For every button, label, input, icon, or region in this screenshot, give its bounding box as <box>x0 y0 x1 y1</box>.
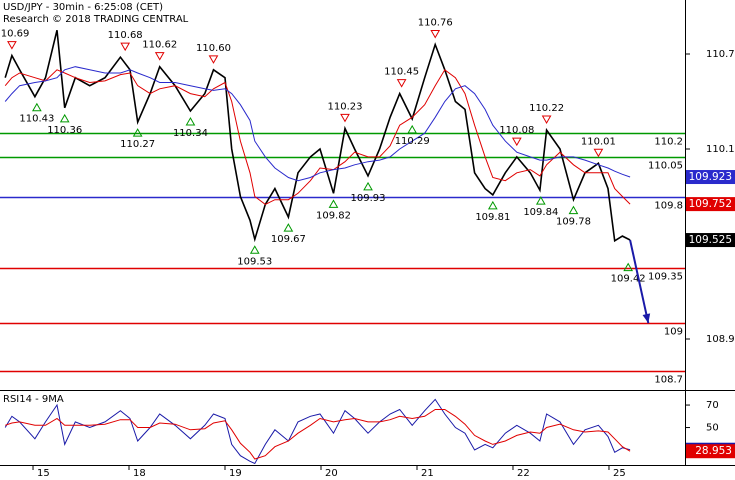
pivot-high-marker <box>541 115 552 125</box>
pivot-label: 110.23 <box>327 101 362 112</box>
level-label: 108.7 <box>654 375 683 386</box>
pivot-label: 110.69 <box>0 29 29 40</box>
pivot-low-marker <box>59 113 70 123</box>
level-label: 110.05 <box>648 161 683 172</box>
pivot-label: 109.78 <box>556 217 591 228</box>
x-tick-label: 21 <box>421 468 434 479</box>
pivot-label: 110.34 <box>173 128 208 139</box>
series-line <box>4 69 631 205</box>
y-tick-label: 70 <box>706 400 719 411</box>
last-value-box <box>686 170 735 185</box>
last-value-label: 28.953 <box>695 445 732 457</box>
pivot-high-marker <box>208 55 219 64</box>
pivot-high-marker <box>154 52 165 61</box>
pivot-high-marker <box>340 113 350 123</box>
pivot-low-marker <box>185 116 196 126</box>
forecast-arrow <box>629 239 650 324</box>
level-label: 109.8 <box>654 201 683 212</box>
pivot-label: 110.68 <box>108 30 143 41</box>
last-value-label: 109.752 <box>689 198 732 210</box>
pivot-label: 110.62 <box>142 40 177 51</box>
x-tick-label: 18 <box>133 468 146 479</box>
y-tick-label: 110.7 <box>706 49 735 60</box>
last-value-box <box>686 197 735 212</box>
chart-title: USD/JPY - 30min - 6:25:08 (CET) <box>3 2 163 13</box>
pivot-label: 110.22 <box>529 103 564 114</box>
x-tick-label: 19 <box>229 468 242 479</box>
pivot-low-marker <box>31 102 42 112</box>
series-line <box>4 30 631 243</box>
pivot-label: 110.60 <box>196 43 231 54</box>
last-value-label: 109.923 <box>689 171 732 183</box>
pivot-high-marker <box>593 148 604 158</box>
pivot-label: 110.43 <box>19 114 54 125</box>
pivot-label: 109.84 <box>523 207 558 218</box>
x-tick-label: 15 <box>37 468 50 479</box>
x-tick-label: 20 <box>325 468 338 479</box>
pivot-label: 110.36 <box>47 125 82 136</box>
chart-subtitle: Research © 2018 TRADING CENTRAL <box>3 14 189 25</box>
pivot-high-marker <box>430 29 441 39</box>
level-label: 109.35 <box>648 272 683 283</box>
pivot-label: 109.93 <box>351 193 386 204</box>
pivot-high-marker <box>120 42 131 52</box>
pivot-low-marker <box>132 128 143 137</box>
pivot-low-marker <box>283 223 294 232</box>
pivot-label: 110.01 <box>581 136 616 147</box>
pivot-high-marker <box>396 79 407 88</box>
pivot-label: 110.76 <box>418 17 453 28</box>
pivot-low-marker <box>568 205 579 215</box>
pivot-label: 110.29 <box>395 136 430 147</box>
pivot-high-marker <box>511 137 522 147</box>
last-value-box <box>686 233 735 248</box>
x-tick-label: 25 <box>613 468 626 479</box>
pivot-low-marker <box>623 262 634 272</box>
pivot-low-marker <box>328 199 339 208</box>
pivot-label: 109.67 <box>271 234 306 245</box>
pivot-label: 110.08 <box>499 125 534 136</box>
pivot-label: 109.81 <box>475 212 510 223</box>
pivot-label: 109.82 <box>316 210 351 221</box>
pivot-high-marker <box>7 41 17 50</box>
pivot-low-marker <box>249 245 260 254</box>
pivot-low-marker <box>535 196 546 205</box>
series-line <box>5 409 631 460</box>
last-value-box <box>686 444 735 459</box>
pivot-low-marker <box>487 200 498 210</box>
pivot-label: 110.27 <box>120 139 155 150</box>
y-tick-label: 108.9 <box>706 334 735 345</box>
pivot-low-marker <box>363 181 373 191</box>
pivot-low-marker <box>407 124 418 134</box>
forecast-arrowhead <box>642 313 651 324</box>
rsi-title: RSI14 - 9MA <box>3 394 64 405</box>
plot-layer: 15181920212225110.7110.1109.5108.9110.21… <box>0 17 735 479</box>
pivot-label: 109.53 <box>237 256 272 267</box>
level-label: 109 <box>664 327 683 338</box>
x-tick-label: 22 <box>517 468 530 479</box>
y-tick-label: 50 <box>706 423 719 434</box>
series-line <box>4 66 631 182</box>
pivot-label: 109.42 <box>611 274 646 285</box>
last-value-label: 109.525 <box>689 234 732 246</box>
level-label: 110.2 <box>654 137 683 148</box>
series-line <box>4 398 631 465</box>
y-tick-label: 110.1 <box>706 144 735 155</box>
pivot-label: 110.45 <box>384 67 419 78</box>
